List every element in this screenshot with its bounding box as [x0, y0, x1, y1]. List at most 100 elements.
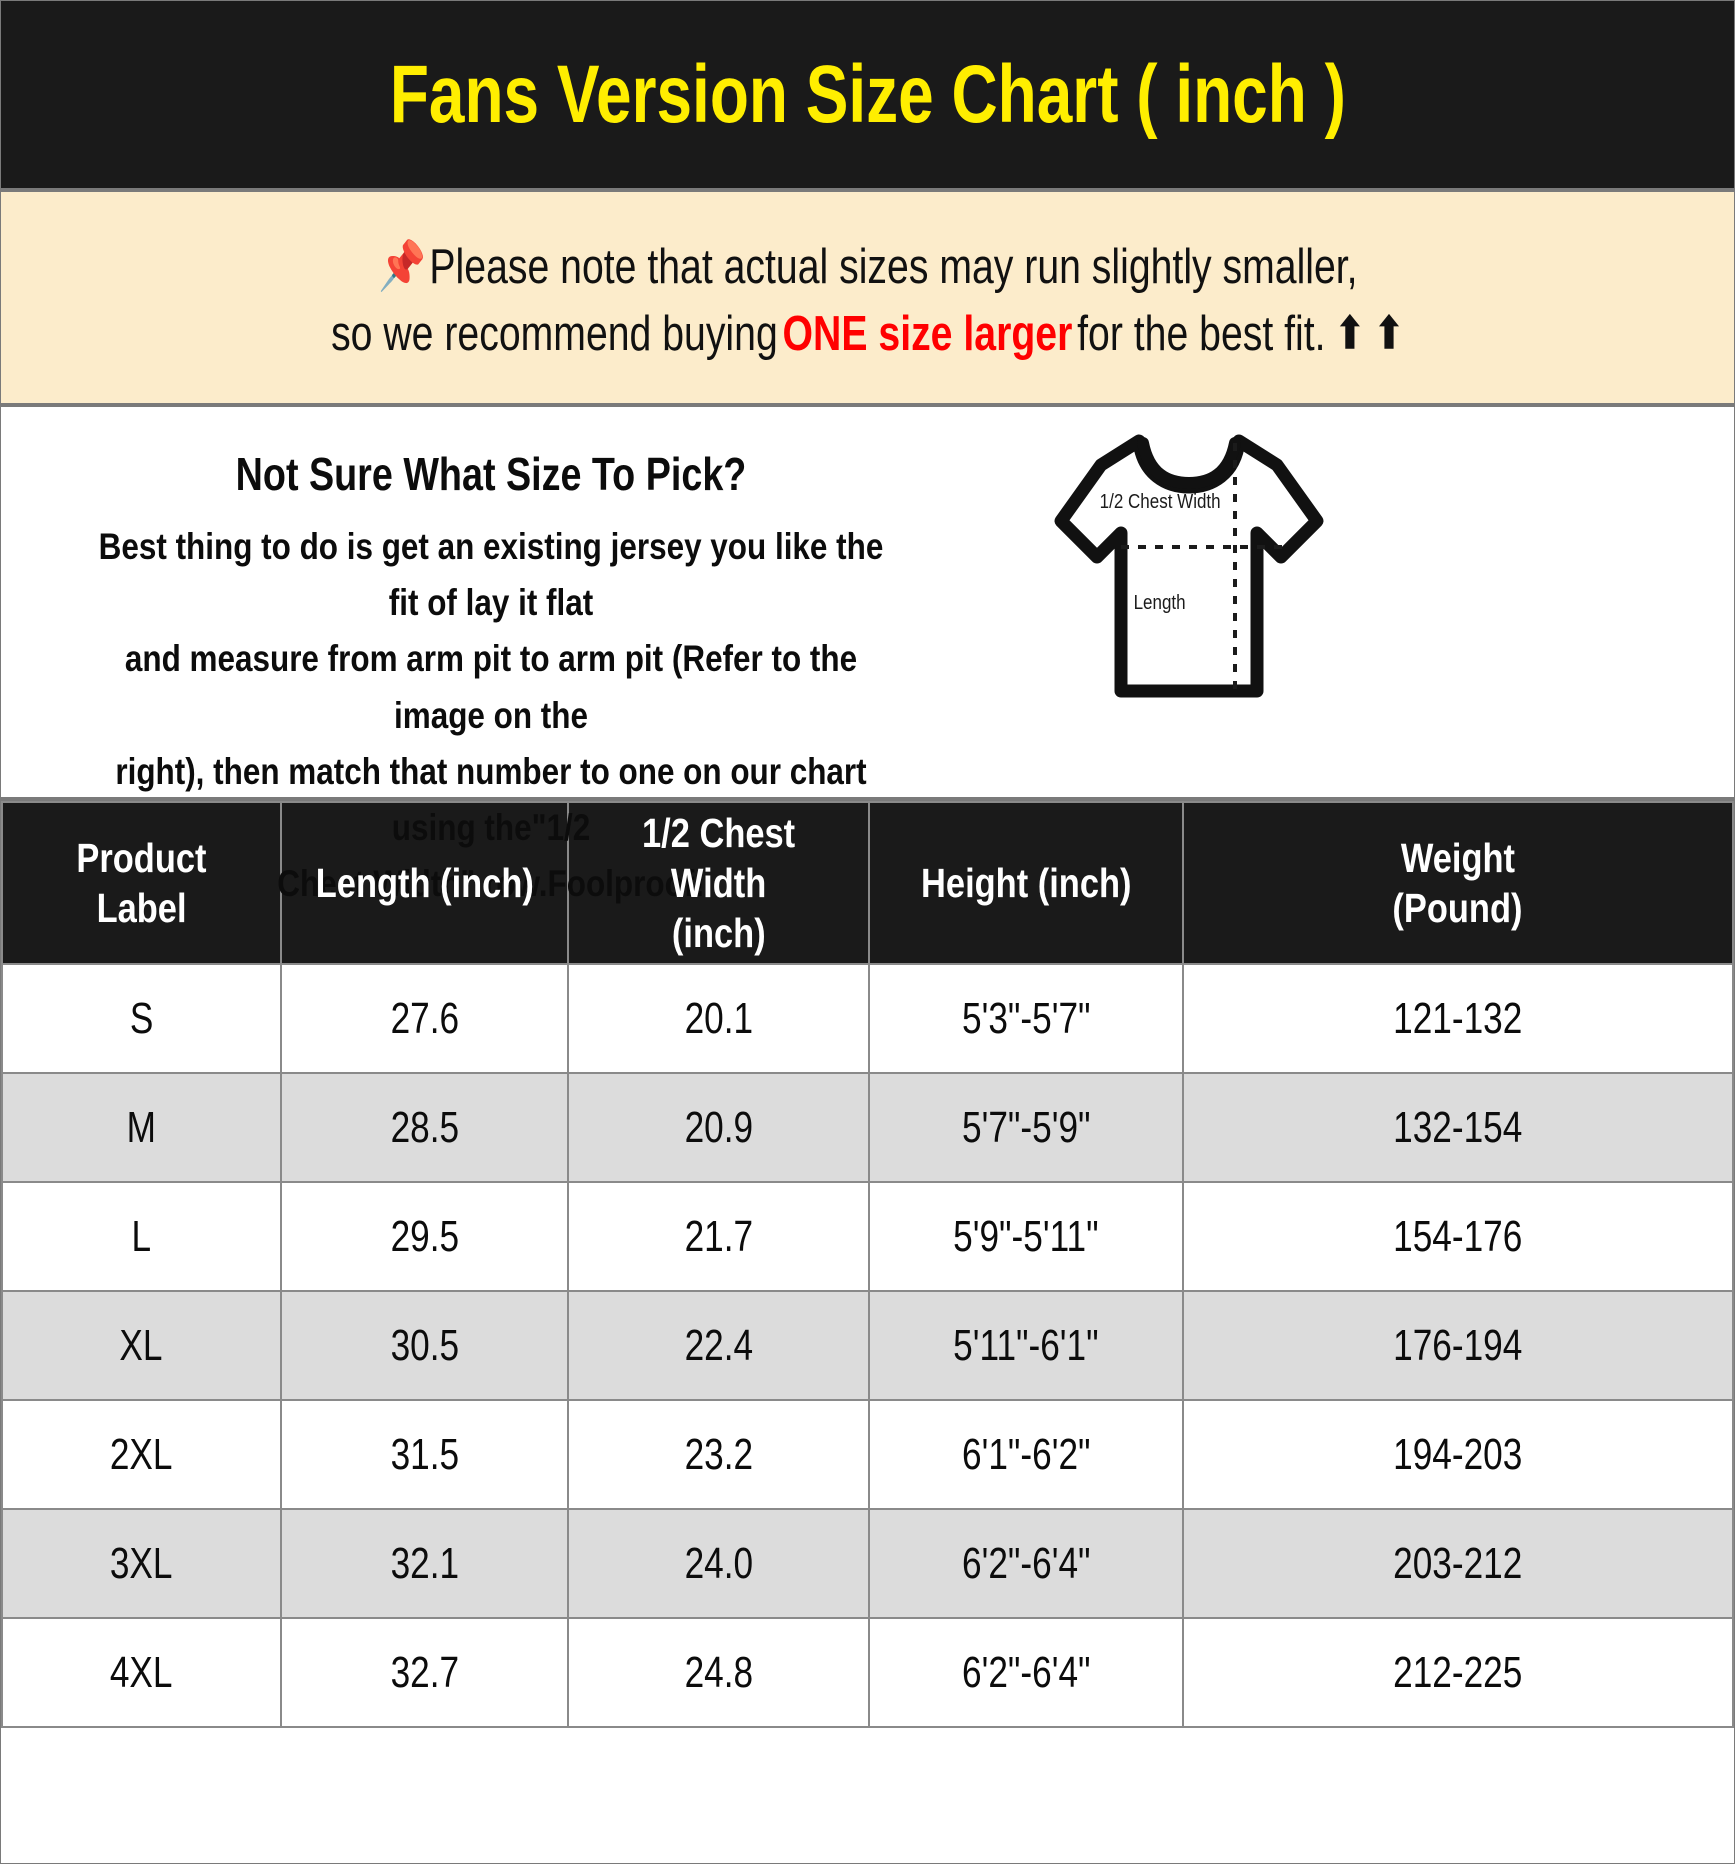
cell-text: L	[131, 1211, 152, 1261]
cell-height: 5'11"-6'1"	[868, 1290, 1184, 1401]
tshirt-illustration: 1/2 Chest Width Length	[1001, 407, 1734, 797]
cell-size: S	[1, 963, 282, 1074]
length-label: Length	[1133, 592, 1186, 614]
measurement-help-text: Not Sure What Size To Pick? Best thing t…	[1, 407, 1001, 904]
cell-text: 32.1	[390, 1538, 459, 1588]
cell-text: 6'2"-6'4"	[961, 1538, 1091, 1588]
cell-height: 5'3"-5'7"	[868, 963, 1184, 1074]
header-line: 1/2 Chest Width	[642, 809, 796, 906]
table-row: 3XL 32.1 24.0 6'2"-6'4" 203-212	[1, 1508, 1734, 1619]
cell-chest: 24.8	[567, 1617, 871, 1728]
column-header-height: Height (inch)	[868, 801, 1184, 965]
cell-text: 28.5	[390, 1102, 459, 1152]
help-paragraph-line-2: and measure from arm pit to arm pit (Ref…	[124, 638, 858, 736]
help-paragraph-line-1: Best thing to do is get an existing jers…	[98, 526, 884, 624]
help-paragraph-line-3: right), then match that number to one on…	[115, 750, 867, 849]
cell-text: XL	[119, 1320, 163, 1370]
column-header-chest-width: 1/2 Chest Width (inch)	[567, 801, 871, 965]
cell-text: 176-194	[1393, 1320, 1523, 1370]
header-line: (Pound)	[1392, 885, 1523, 931]
header-line: (inch)	[671, 910, 766, 956]
cell-text: 5'9"-5'11"	[953, 1211, 1099, 1261]
column-header-product-label: Product Label	[1, 801, 282, 965]
header-line: Product	[76, 834, 207, 881]
cell-length: 28.5	[279, 1072, 570, 1183]
cell-text: 24.8	[684, 1647, 753, 1697]
size-table-body: S 27.6 20.1 5'3"-5'7" 121-132 M 28.5 20.…	[1, 963, 1734, 1728]
cell-text: 5'3"-5'7"	[961, 993, 1091, 1043]
cell-weight: 154-176	[1181, 1181, 1734, 1292]
cell-length: 29.5	[279, 1181, 570, 1292]
cell-text: 23.2	[684, 1429, 753, 1479]
cell-length: 32.7	[279, 1617, 570, 1728]
header-line: Length (inch)	[315, 859, 534, 906]
cell-text: 24.0	[684, 1538, 753, 1588]
cell-chest: 21.7	[567, 1181, 871, 1292]
cell-height: 6'2"-6'4"	[868, 1617, 1184, 1728]
cell-length: 30.5	[279, 1290, 570, 1401]
table-header-row: Product Label Length (inch) 1/2 Chest Wi…	[1, 801, 1734, 965]
size-table: Product Label Length (inch) 1/2 Chest Wi…	[1, 801, 1734, 1728]
cell-length: 32.1	[279, 1508, 570, 1619]
header-line: Height (inch)	[920, 859, 1132, 906]
cell-chest: 22.4	[567, 1290, 871, 1401]
cell-chest: 24.0	[567, 1508, 871, 1619]
cell-text: S	[129, 993, 154, 1043]
arrow-up-icon-1: ⬆	[1335, 308, 1365, 358]
cell-weight: 212-225	[1181, 1617, 1734, 1728]
pushpin-icon: 📌	[377, 240, 426, 294]
size-table-header: Product Label Length (inch) 1/2 Chest Wi…	[1, 801, 1734, 965]
cell-text: 27.6	[390, 993, 459, 1043]
cell-text: 4XL	[110, 1647, 173, 1697]
cell-text: 6'2"-6'4"	[961, 1647, 1091, 1697]
cell-length: 27.6	[279, 963, 570, 1074]
cell-text: 5'7"-5'9"	[961, 1102, 1091, 1152]
cell-text: 31.5	[390, 1429, 459, 1479]
title-bar: Fans Version Size Chart ( inch )	[1, 1, 1734, 192]
cell-text: 5'11"-6'1"	[953, 1320, 1099, 1370]
cell-size: XL	[1, 1290, 282, 1401]
cell-weight: 121-132	[1181, 963, 1734, 1074]
arrow-up-icon-2: ⬆	[1374, 308, 1404, 358]
cell-weight: 176-194	[1181, 1290, 1734, 1401]
cell-text: 121-132	[1393, 993, 1523, 1043]
cell-text: 22.4	[684, 1320, 753, 1370]
help-paragraph-line-4: Chest Width" row.Foolproof!	[277, 863, 705, 905]
cell-text: 20.9	[684, 1102, 753, 1152]
cell-text: M	[126, 1102, 157, 1152]
cell-text: 20.1	[684, 993, 753, 1043]
cell-chest: 20.9	[567, 1072, 871, 1183]
note-text-2-suffix: for the best fit.	[1077, 306, 1326, 361]
cell-chest: 23.2	[567, 1399, 871, 1510]
column-header-weight: Weight (Pound)	[1181, 801, 1734, 965]
note-line-1: 📌 Please note that actual sizes may run …	[378, 234, 1357, 300]
header-line: Label	[96, 885, 187, 931]
page-title: Fans Version Size Chart ( inch )	[389, 48, 1346, 140]
cell-text: 132-154	[1393, 1102, 1523, 1152]
help-paragraph: Best thing to do is get an existing jers…	[83, 519, 899, 913]
cell-height: 5'7"-5'9"	[868, 1072, 1184, 1183]
column-header-length: Length (inch)	[279, 801, 570, 965]
cell-text: 154-176	[1393, 1211, 1523, 1261]
cell-size: L	[1, 1181, 282, 1292]
note-banner: 📌 Please note that actual sizes may run …	[1, 192, 1734, 407]
cell-weight: 132-154	[1181, 1072, 1734, 1183]
cell-length: 31.5	[279, 1399, 570, 1510]
cell-height: 5'9"-5'11"	[868, 1181, 1184, 1292]
cell-weight: 194-203	[1181, 1399, 1734, 1510]
note-line-2: so we recommend buying ONE size larger f…	[331, 301, 1404, 367]
cell-text: 203-212	[1393, 1538, 1523, 1588]
cell-size: 2XL	[1, 1399, 282, 1510]
cell-height: 6'2"-6'4"	[868, 1508, 1184, 1619]
cell-text: 21.7	[684, 1211, 753, 1261]
cell-text: 212-225	[1393, 1647, 1523, 1697]
cell-size: 3XL	[1, 1508, 282, 1619]
cell-text: 32.7	[390, 1647, 459, 1697]
table-row: M 28.5 20.9 5'7"-5'9" 132-154	[1, 1072, 1734, 1183]
cell-size: M	[1, 1072, 282, 1183]
note-highlight: ONE size larger	[782, 306, 1073, 361]
chest-width-label: 1/2 Chest Width	[1099, 491, 1221, 513]
table-row: 2XL 31.5 23.2 6'1"-6'2" 194-203	[1, 1399, 1734, 1510]
table-row: 4XL 32.7 24.8 6'2"-6'4" 212-225	[1, 1617, 1734, 1728]
